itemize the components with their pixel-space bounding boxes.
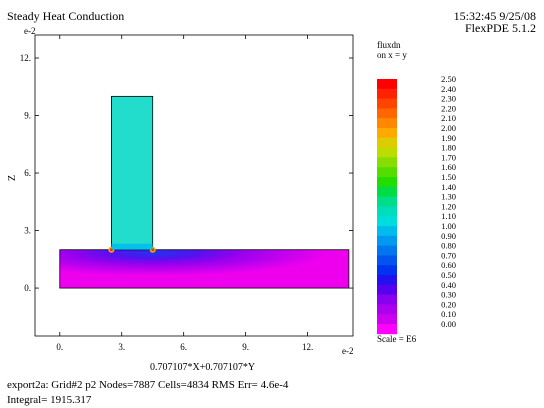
legend-swatch (377, 216, 397, 227)
legend-level-label: 0.90 (441, 231, 456, 241)
legend-swatch (377, 275, 397, 286)
legend-swatch (377, 255, 397, 266)
x-tick-label: 9. (242, 342, 249, 352)
legend-level-label: 1.10 (441, 211, 456, 221)
y-tick-label: 3. (24, 226, 31, 236)
y-tick-label: 0. (24, 283, 31, 293)
legend-level-label: 2.20 (441, 103, 456, 113)
plot-frame (34, 34, 354, 337)
legend-level-label: 1.90 (441, 133, 456, 143)
x-axis-exponent: e-2 (342, 346, 354, 356)
region-fin (111, 95, 154, 251)
legend-level-label: 1.40 (441, 182, 456, 192)
legend-swatch (377, 206, 397, 217)
legend-level-label: 2.10 (441, 113, 456, 123)
legend-level-label: 1.20 (441, 201, 456, 211)
legend-swatch (377, 157, 397, 168)
legend-level-label: 2.50 (441, 74, 456, 84)
legend-level-label: 1.70 (441, 152, 456, 162)
x-tick-label: 0. (56, 342, 63, 352)
footer-stats: export2a: Grid#2 p2 Nodes=7887 Cells=483… (7, 379, 289, 391)
legend-swatch (377, 137, 397, 148)
legend-level-label: 0.00 (441, 319, 456, 329)
legend-swatch (377, 177, 397, 188)
y-axis-exponent: e-2 (24, 26, 36, 36)
x-tick-label: 3. (118, 342, 125, 352)
legend-swatch (377, 98, 397, 109)
legend-swatch (377, 314, 397, 325)
legend-swatch (377, 118, 397, 129)
legend-level-label: 1.00 (441, 221, 456, 231)
legend-level-label: 0.20 (441, 299, 456, 309)
legend-level-label: 2.00 (441, 123, 456, 133)
x-axis-label: 0.707107*X+0.707107*Y (150, 362, 256, 373)
legend-scale: Scale = E6 (377, 334, 417, 344)
legend-swatch (377, 108, 397, 119)
y-tick-label: 9. (24, 111, 31, 121)
legend-surface: on x = y (377, 50, 407, 60)
legend-level-label: 0.70 (441, 250, 456, 260)
legend-swatch (377, 128, 397, 139)
region-base (59, 249, 350, 289)
y-tick-label: 12. (20, 53, 31, 63)
legend-swatch (377, 88, 397, 99)
legend-swatch (377, 235, 397, 246)
legend-level-label: 2.40 (441, 84, 456, 94)
plot-title: Steady Heat Conduction (7, 9, 125, 23)
legend-level-label: 0.80 (441, 241, 456, 251)
legend-level-label: 0.30 (441, 290, 456, 300)
footer-integral: Integral= 1915.317 (7, 394, 92, 406)
legend-swatch (377, 196, 397, 207)
legend-swatch (377, 294, 397, 305)
y-tick-label: 6. (24, 168, 31, 178)
x-tick-label: 12. (302, 342, 313, 352)
legend-swatch (377, 226, 397, 237)
legend-swatch (377, 186, 397, 197)
legend-swatch (377, 284, 397, 295)
legend-swatch (377, 245, 397, 256)
legend-level-label: 0.40 (441, 280, 456, 290)
x-tick-label: 6. (180, 342, 187, 352)
legend-swatch (377, 304, 397, 315)
legend-level-label: 0.60 (441, 260, 456, 270)
legend-level-label: 1.60 (441, 162, 456, 172)
legend-swatch (377, 324, 397, 335)
timestamp: 15:32:45 9/25/08 (453, 9, 536, 23)
legend-swatch (377, 265, 397, 276)
version-label: FlexPDE 5.1.2 (464, 21, 536, 35)
fin-root-band (111, 243, 153, 250)
legend-level-label: 0.10 (441, 309, 456, 319)
legend-swatch (377, 167, 397, 178)
legend-variable: fluxdn (377, 40, 401, 50)
legend-level-label: 1.80 (441, 143, 456, 153)
legend-level-label: 2.30 (441, 94, 456, 104)
legend-level-label: 1.50 (441, 172, 456, 182)
legend-swatch (377, 79, 397, 90)
legend-level-label: 0.50 (441, 270, 456, 280)
legend-level-label: 1.30 (441, 192, 456, 202)
legend-swatch (377, 147, 397, 158)
